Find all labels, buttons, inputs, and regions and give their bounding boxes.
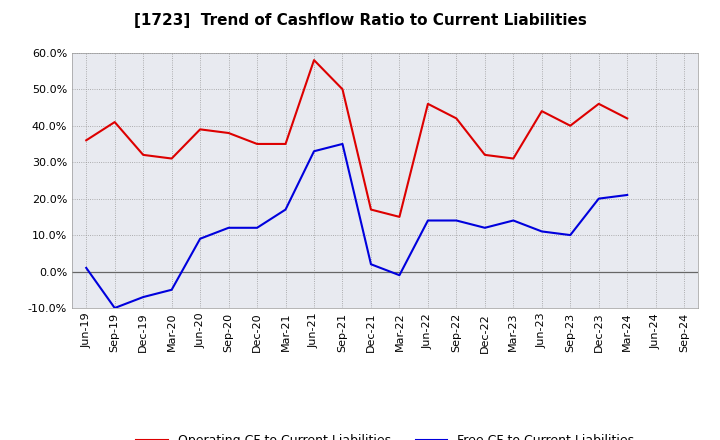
Text: [1723]  Trend of Cashflow Ratio to Current Liabilities: [1723] Trend of Cashflow Ratio to Curren… (134, 13, 586, 28)
Free CF to Current Liabilities (196, 236, 204, 242)
Operating CF to Current Liabilities (338, 87, 347, 92)
Free CF to Current Liabilities (452, 218, 461, 223)
Line: Operating CF to Current Liabilities: Operating CF to Current Liabilities (86, 60, 627, 217)
Operating CF to Current Liabilities (480, 152, 489, 158)
Operating CF to Current Liabilities (167, 156, 176, 161)
Free CF to Current Liabilities (395, 272, 404, 278)
Free CF to Current Liabilities (282, 207, 290, 212)
Free CF to Current Liabilities (509, 218, 518, 223)
Operating CF to Current Liabilities (423, 101, 432, 106)
Free CF to Current Liabilities (623, 192, 631, 198)
Free CF to Current Liabilities (225, 225, 233, 231)
Operating CF to Current Liabilities (395, 214, 404, 220)
Free CF to Current Liabilities (595, 196, 603, 201)
Operating CF to Current Liabilities (537, 109, 546, 114)
Free CF to Current Liabilities (139, 294, 148, 300)
Free CF to Current Liabilities (82, 265, 91, 271)
Operating CF to Current Liabilities (366, 207, 375, 212)
Free CF to Current Liabilities (537, 229, 546, 234)
Line: Free CF to Current Liabilities: Free CF to Current Liabilities (86, 144, 627, 308)
Free CF to Current Liabilities (480, 225, 489, 231)
Free CF to Current Liabilities (423, 218, 432, 223)
Free CF to Current Liabilities (338, 141, 347, 147)
Operating CF to Current Liabilities (282, 141, 290, 147)
Free CF to Current Liabilities (366, 262, 375, 267)
Free CF to Current Liabilities (253, 225, 261, 231)
Free CF to Current Liabilities (310, 149, 318, 154)
Operating CF to Current Liabilities (110, 119, 119, 125)
Free CF to Current Liabilities (167, 287, 176, 293)
Operating CF to Current Liabilities (595, 101, 603, 106)
Operating CF to Current Liabilities (253, 141, 261, 147)
Operating CF to Current Liabilities (139, 152, 148, 158)
Operating CF to Current Liabilities (310, 58, 318, 63)
Operating CF to Current Liabilities (452, 116, 461, 121)
Operating CF to Current Liabilities (82, 138, 91, 143)
Operating CF to Current Liabilities (196, 127, 204, 132)
Operating CF to Current Liabilities (509, 156, 518, 161)
Operating CF to Current Liabilities (623, 116, 631, 121)
Legend: Operating CF to Current Liabilities, Free CF to Current Liabilities: Operating CF to Current Liabilities, Fre… (131, 429, 639, 440)
Operating CF to Current Liabilities (566, 123, 575, 128)
Free CF to Current Liabilities (110, 305, 119, 311)
Operating CF to Current Liabilities (225, 130, 233, 136)
Free CF to Current Liabilities (566, 232, 575, 238)
